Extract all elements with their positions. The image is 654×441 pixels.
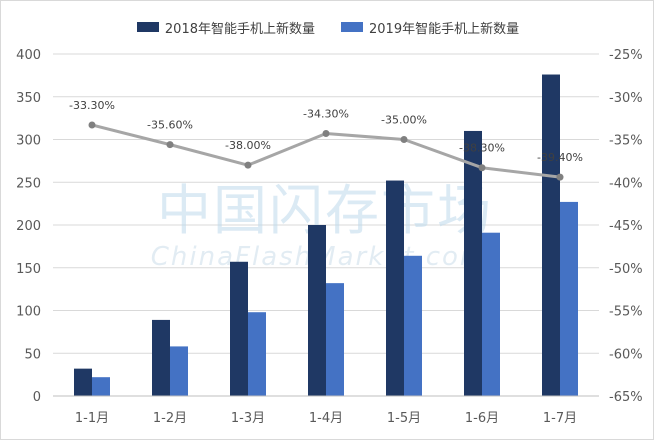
y-right-tick-label: -55% — [609, 305, 643, 320]
bar-2019 — [248, 312, 266, 396]
y-right-tick-label: -30% — [609, 91, 643, 106]
y-left-tick-label: 150 — [16, 262, 41, 277]
legend-label-2019: 2019年智能手机上新数量 — [369, 21, 520, 37]
decline-data-label: -35.00% — [381, 114, 427, 127]
legend: 2018年智能手机上新数量 2019年智能手机上新数量 — [1, 17, 654, 37]
legend-item-2018: 2018年智能手机上新数量 — [136, 17, 315, 37]
decline-point — [88, 121, 96, 129]
y-left-tick-label: 50 — [24, 347, 41, 362]
decline-data-label: -38.00% — [225, 139, 271, 152]
y-left-tick-label: 400 — [16, 48, 41, 63]
x-tick-label: 1-3月 — [231, 411, 265, 426]
decline-point — [556, 173, 564, 181]
x-tick-label: 1-1月 — [75, 411, 109, 426]
decline-data-label: -39.40% — [537, 151, 583, 164]
x-tick-label: 1-7月 — [543, 411, 577, 426]
x-tick-label: 1-6月 — [465, 411, 499, 426]
bar-2019 — [326, 283, 344, 396]
y-right-tick-label: -35% — [609, 134, 643, 149]
bar-2018 — [230, 261, 248, 396]
y-right-tick-label: -40% — [609, 176, 643, 191]
bar-2018 — [542, 74, 560, 397]
y-left-tick-label: 200 — [16, 219, 41, 234]
x-tick-label: 1-4月 — [309, 411, 343, 426]
y-left-tick-label: 100 — [16, 305, 41, 320]
y-right-tick-label: -45% — [609, 219, 643, 234]
legend-swatch-2019 — [341, 22, 363, 32]
bars — [74, 74, 578, 397]
bar-2019 — [404, 255, 422, 396]
y-left-tick-label: 0 — [33, 390, 41, 405]
decline-data-label: -35.60% — [147, 119, 193, 132]
bar-2019 — [92, 377, 110, 396]
decline-data-label: -34.30% — [303, 108, 349, 121]
x-tick-label: 1-5月 — [387, 411, 421, 426]
decline-point — [322, 130, 330, 138]
y-left-tick-label: 300 — [16, 134, 41, 149]
x-axis: 1-1月 1-2月 1-3月 1-4月 1-5月 1-6月 1-7月 — [53, 395, 599, 426]
decline-point — [478, 164, 486, 172]
bar-2018 — [74, 368, 92, 396]
y-right-tick-label: -50% — [609, 262, 643, 277]
y-right-tick-label: -25% — [609, 48, 643, 63]
decline-data-label: -33.30% — [69, 99, 115, 112]
bar-2019 — [560, 201, 578, 396]
decline-point — [166, 141, 174, 149]
y-right-tick-label: -60% — [609, 347, 643, 362]
decline-line: -33.30% -35.60% -38.00% -34.30% -35.00% -38.3… — [69, 99, 583, 181]
y-axis-right: -65% -60% -55% -50% -45% -40% -35% -30% -25% — [609, 48, 643, 405]
decline-data-label: -38.30% — [459, 142, 505, 155]
y-left-tick-label: 350 — [16, 91, 41, 106]
bar-2018 — [152, 319, 170, 396]
x-tick-label: 1-2月 — [153, 411, 187, 426]
bar-2018 — [386, 180, 404, 396]
legend-label-2018: 2018年智能手机上新数量 — [164, 21, 315, 37]
legend-swatch-2018 — [136, 22, 159, 32]
y-left-tick-label: 250 — [16, 176, 41, 191]
decline-point — [244, 161, 252, 169]
y-right-tick-label: -65% — [609, 390, 643, 405]
y-axis-left: 0 50 100 150 200 250 300 350 400 — [16, 48, 41, 405]
bar-2018 — [464, 130, 482, 396]
bar-2018 — [308, 225, 326, 396]
bar-2019 — [170, 346, 188, 396]
legend-item-2019: 2019年智能手机上新数量 — [341, 17, 519, 37]
decline-point — [400, 136, 408, 143]
bar-2019 — [482, 232, 500, 396]
